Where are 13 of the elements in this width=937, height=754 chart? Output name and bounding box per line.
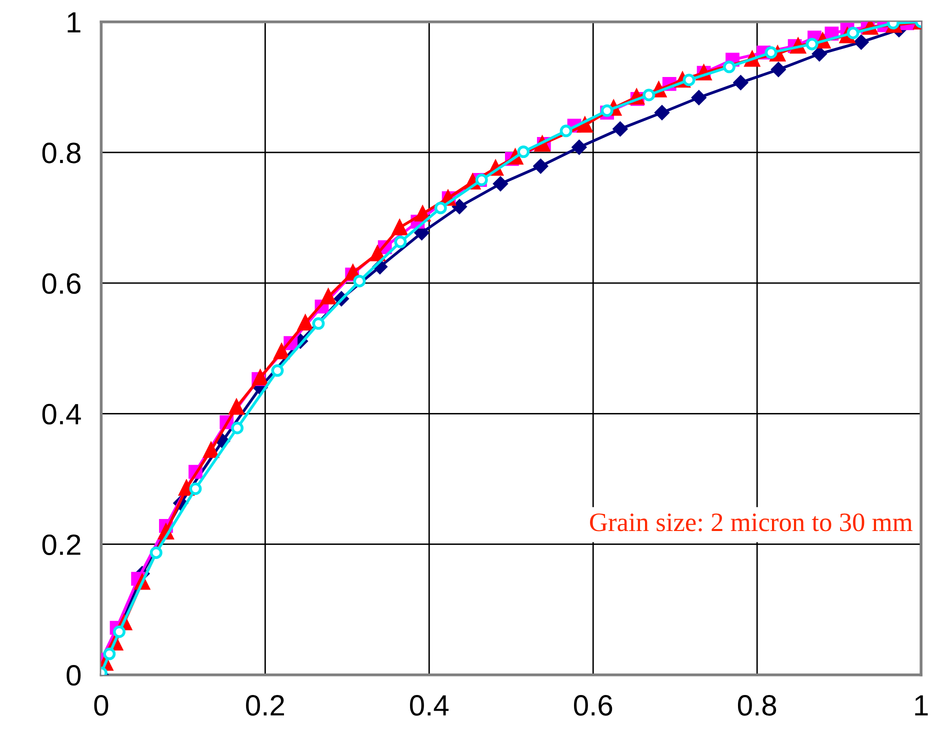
y-tick-label: 0.4 bbox=[42, 404, 81, 424]
x-tick-label: 0.2 bbox=[246, 695, 284, 716]
y-tick-label: 1 bbox=[68, 12, 80, 32]
x-tick-label: 0.8 bbox=[738, 695, 776, 716]
annotation: Grain size: 2 micron to 30 mm bbox=[590, 513, 912, 532]
x-tick-label: 1 bbox=[915, 695, 928, 716]
x-tick-label: 0 bbox=[94, 695, 108, 716]
y-tick-label: 0 bbox=[66, 665, 81, 686]
y-tick-label: 0.2 bbox=[42, 534, 80, 556]
x-tick-label: 0.6 bbox=[574, 695, 612, 716]
x-tick-label: 0.4 bbox=[410, 695, 449, 716]
y-tick-label: 0.6 bbox=[42, 273, 80, 294]
y-tick-label: 0.8 bbox=[42, 142, 80, 164]
